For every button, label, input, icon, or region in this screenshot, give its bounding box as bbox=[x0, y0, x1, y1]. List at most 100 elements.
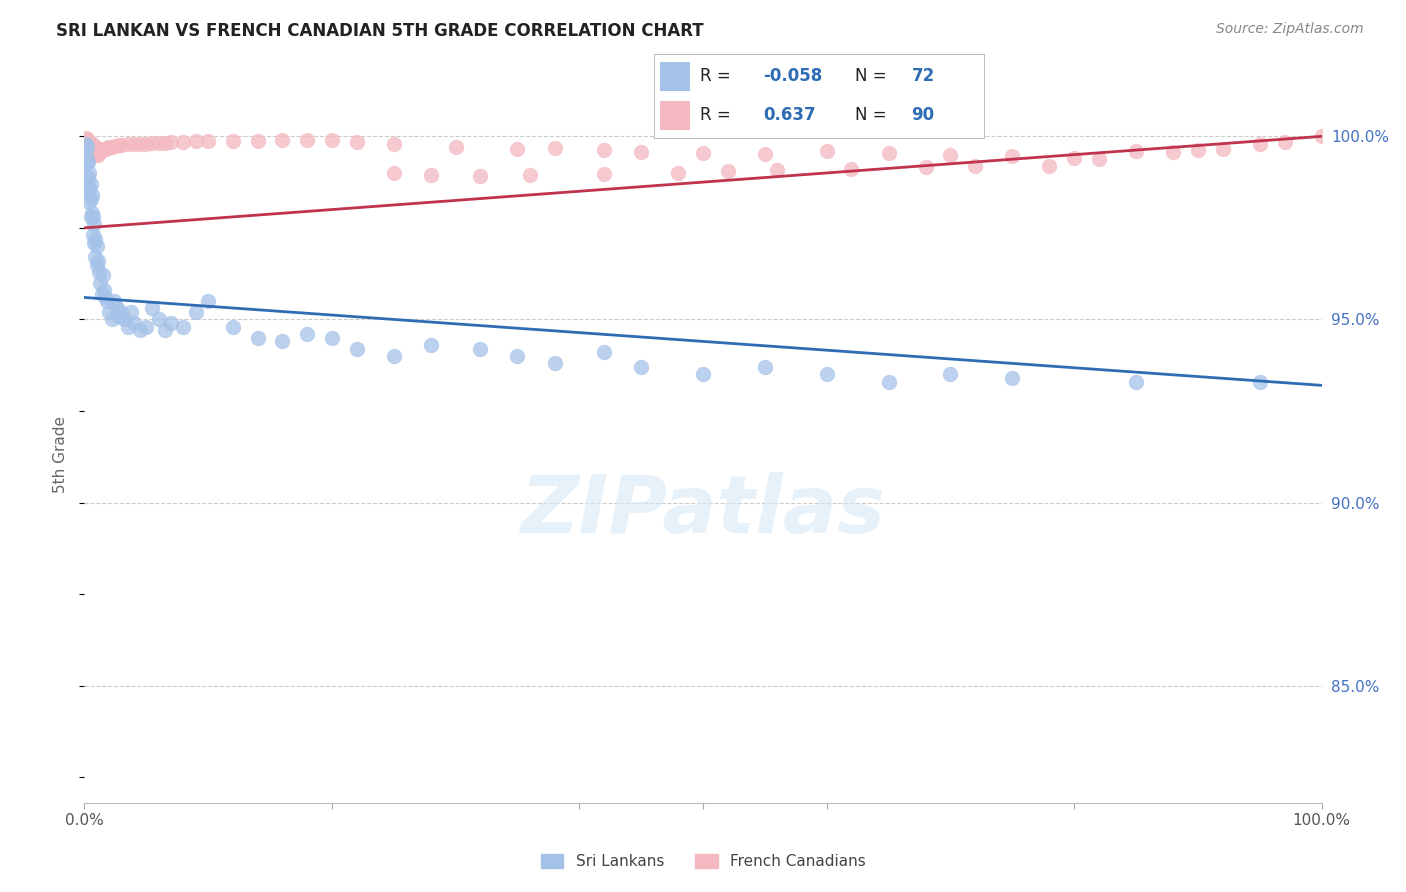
Text: -0.058: -0.058 bbox=[763, 68, 823, 86]
Point bbox=[1063, 151, 1085, 165]
Point bbox=[135, 319, 157, 334]
Text: 90: 90 bbox=[911, 106, 935, 124]
FancyBboxPatch shape bbox=[661, 62, 690, 91]
Point bbox=[91, 143, 114, 157]
Point bbox=[117, 137, 139, 152]
Point bbox=[122, 316, 145, 330]
Point bbox=[172, 135, 194, 149]
Text: ZIPatlas: ZIPatlas bbox=[520, 472, 886, 549]
Point bbox=[79, 180, 101, 194]
Point bbox=[346, 342, 368, 356]
Point bbox=[271, 133, 294, 147]
Point bbox=[630, 145, 652, 159]
Point bbox=[75, 136, 97, 151]
Point bbox=[117, 319, 139, 334]
Point bbox=[593, 345, 616, 359]
Text: N =: N = bbox=[855, 106, 887, 124]
Point bbox=[815, 144, 838, 158]
Point bbox=[321, 133, 343, 147]
Point bbox=[1088, 152, 1111, 166]
Point bbox=[77, 144, 100, 158]
Point bbox=[86, 141, 108, 155]
Point bbox=[76, 140, 98, 154]
Point bbox=[86, 239, 108, 253]
Point bbox=[120, 305, 142, 319]
Legend: Sri Lankans, French Canadians: Sri Lankans, French Canadians bbox=[534, 848, 872, 875]
Point bbox=[108, 138, 131, 153]
Point bbox=[96, 294, 118, 309]
Point bbox=[543, 141, 565, 155]
Point bbox=[76, 173, 98, 187]
Point bbox=[75, 147, 97, 161]
Point bbox=[79, 145, 101, 159]
Point bbox=[1001, 371, 1024, 385]
Point bbox=[75, 136, 97, 151]
Point bbox=[184, 135, 207, 149]
Point bbox=[75, 142, 97, 156]
Point bbox=[112, 312, 135, 326]
Point bbox=[89, 144, 111, 158]
Point bbox=[1125, 144, 1147, 158]
Point bbox=[754, 147, 776, 161]
Point bbox=[246, 134, 269, 148]
Point bbox=[76, 143, 98, 157]
Point bbox=[222, 134, 245, 148]
Point bbox=[100, 139, 122, 153]
Text: SRI LANKAN VS FRENCH CANADIAN 5TH GRADE CORRELATION CHART: SRI LANKAN VS FRENCH CANADIAN 5TH GRADE … bbox=[56, 22, 704, 40]
Point bbox=[593, 167, 616, 181]
Point bbox=[79, 195, 101, 210]
Point bbox=[87, 143, 110, 157]
Point bbox=[110, 138, 132, 153]
Point bbox=[271, 334, 294, 349]
Point bbox=[79, 177, 101, 191]
Point bbox=[77, 184, 100, 198]
Point bbox=[939, 368, 962, 382]
Point bbox=[506, 349, 529, 363]
Point bbox=[295, 327, 318, 342]
Point bbox=[82, 228, 104, 243]
Point bbox=[1187, 143, 1209, 157]
Point bbox=[77, 134, 100, 148]
Text: 72: 72 bbox=[911, 68, 935, 86]
Point bbox=[160, 135, 183, 149]
Point bbox=[141, 136, 163, 151]
Point bbox=[197, 134, 219, 148]
Point bbox=[1249, 375, 1271, 389]
Point bbox=[197, 294, 219, 309]
Point bbox=[77, 169, 100, 184]
Point bbox=[90, 286, 112, 301]
Point bbox=[1310, 129, 1333, 144]
Point bbox=[1249, 136, 1271, 151]
FancyBboxPatch shape bbox=[661, 101, 690, 130]
Point bbox=[321, 331, 343, 345]
Point bbox=[153, 136, 176, 150]
Point bbox=[666, 166, 689, 180]
Point bbox=[79, 136, 101, 150]
Point bbox=[939, 147, 962, 161]
Point bbox=[877, 145, 900, 160]
Text: R =: R = bbox=[700, 68, 731, 86]
Point bbox=[80, 188, 103, 202]
Point bbox=[965, 160, 987, 174]
Point bbox=[382, 137, 405, 152]
Point bbox=[84, 145, 107, 160]
Point bbox=[76, 132, 98, 146]
Point bbox=[506, 142, 529, 156]
Point bbox=[89, 143, 111, 157]
Point bbox=[91, 268, 114, 283]
Point bbox=[94, 142, 117, 156]
Point bbox=[444, 139, 467, 153]
Point bbox=[77, 139, 100, 153]
Point bbox=[98, 305, 121, 319]
Point bbox=[80, 136, 103, 151]
Point bbox=[122, 137, 145, 152]
Point bbox=[79, 146, 101, 161]
Point bbox=[184, 305, 207, 319]
Point bbox=[79, 141, 101, 155]
Point bbox=[382, 349, 405, 363]
Point bbox=[382, 166, 405, 180]
Point bbox=[83, 145, 105, 159]
Point bbox=[1274, 135, 1296, 149]
Point bbox=[89, 265, 111, 279]
Point bbox=[129, 136, 152, 151]
